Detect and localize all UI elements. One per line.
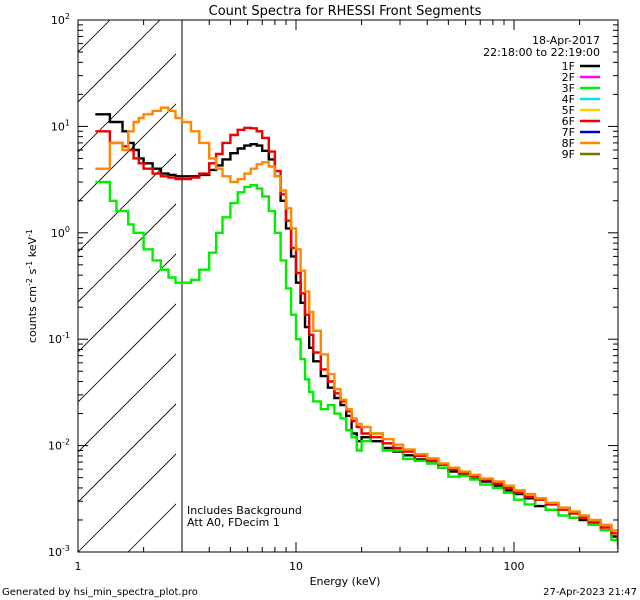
legend: 1F 2F 3F 4F 5F 6F 7F 8F 9F	[562, 60, 600, 161]
time-range-label: 22:18:00 to 22:19:00	[483, 46, 600, 59]
legend-label-6f: 6F	[562, 115, 575, 128]
y-tick-labels: 102 101 100 10-1 10-2 10-3	[48, 12, 70, 559]
legend-entry-4f: 4F	[562, 93, 600, 106]
x-tick-label-10: 10	[289, 560, 303, 573]
legend-label-1f: 1F	[562, 60, 575, 73]
footer-timestamp: 27-Apr-2023 21:47	[543, 587, 637, 598]
y-axis-label: counts cm-2 s-1 keV-1	[25, 229, 39, 343]
date-label: 18-Apr-2017	[532, 34, 600, 47]
legend-entry-7f: 7F	[562, 126, 600, 139]
series-layer	[95, 106, 618, 549]
hatched-region	[0, 20, 640, 552]
note-background: Includes Background	[187, 504, 302, 517]
hatch-line	[78, 303, 176, 403]
hatch-line	[78, 53, 176, 153]
hatch-line	[78, 20, 161, 103]
legend-entry-8f: 8F	[562, 137, 600, 150]
legend-entry-3f: 3F	[562, 82, 600, 95]
legend-label-9f: 9F	[562, 148, 575, 161]
y-tick-label-1e-3: 10-3	[48, 544, 70, 559]
y-tick-label-1e-1: 10-1	[48, 331, 70, 346]
x-tick-label-100: 100	[503, 560, 524, 573]
x-tick-label-1: 1	[75, 560, 82, 573]
axis-ticks	[77, 19, 619, 553]
legend-label-8f: 8F	[562, 137, 575, 150]
legend-entry-1f: 1F	[562, 60, 600, 73]
hatch-line	[228, 20, 640, 552]
chart-title: Count Spectra for RHESSI Front Segments	[209, 4, 482, 19]
hatch-line	[78, 353, 176, 453]
hatch-line	[78, 153, 176, 253]
y-tick-label-1e0: 100	[51, 225, 70, 240]
note-attenuator: Att A0, FDecim 1	[187, 516, 280, 529]
series-8f	[95, 106, 618, 538]
legend-label-5f: 5F	[562, 104, 575, 117]
legend-label-4f: 4F	[562, 93, 575, 106]
legend-entry-9f: 9F	[562, 148, 600, 161]
legend-entry-6f: 6F	[562, 115, 600, 128]
series-3f	[95, 180, 618, 549]
legend-label-3f: 3F	[562, 82, 575, 95]
hatch-line	[78, 103, 176, 203]
hatch-line	[78, 253, 176, 353]
legend-label-2f: 2F	[562, 71, 575, 84]
x-axis-label: Energy (keV)	[310, 575, 381, 588]
legend-entry-2f: 2F	[562, 71, 600, 84]
hatch-line	[78, 203, 176, 303]
y-tick-label-1e1: 101	[51, 118, 70, 133]
hatch-line	[0, 20, 10, 552]
legend-entry-5f: 5F	[562, 104, 600, 117]
series-6f	[95, 126, 618, 542]
y-tick-label-1e-2: 10-2	[48, 438, 70, 453]
hatch-line	[78, 453, 176, 552]
hatch-line	[78, 403, 176, 503]
plot-frame	[77, 19, 619, 553]
y-tick-label-1e2: 102	[51, 12, 70, 27]
legend-label-7f: 7F	[562, 126, 575, 139]
footer-generated-by: Generated by hsi_min_spectra_plot.pro	[2, 587, 198, 598]
